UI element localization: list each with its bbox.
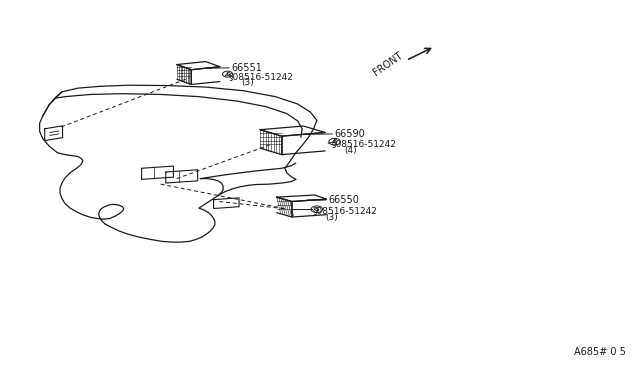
Text: FRONT: FRONT [372, 51, 404, 78]
Text: S: S [225, 72, 230, 77]
Text: §08516-51242: §08516-51242 [228, 72, 293, 81]
Text: (3): (3) [241, 78, 253, 87]
Text: §08516-51242: §08516-51242 [312, 206, 377, 216]
Text: S: S [332, 139, 337, 144]
Text: §08516-51242: §08516-51242 [332, 140, 396, 148]
Text: 66590: 66590 [335, 129, 365, 139]
Text: 66550: 66550 [328, 195, 359, 205]
Text: (4): (4) [344, 146, 357, 155]
Text: (3): (3) [325, 213, 338, 222]
Text: 66551: 66551 [232, 63, 262, 73]
Text: A685# 0 5: A685# 0 5 [574, 347, 626, 357]
Text: S: S [314, 207, 319, 212]
